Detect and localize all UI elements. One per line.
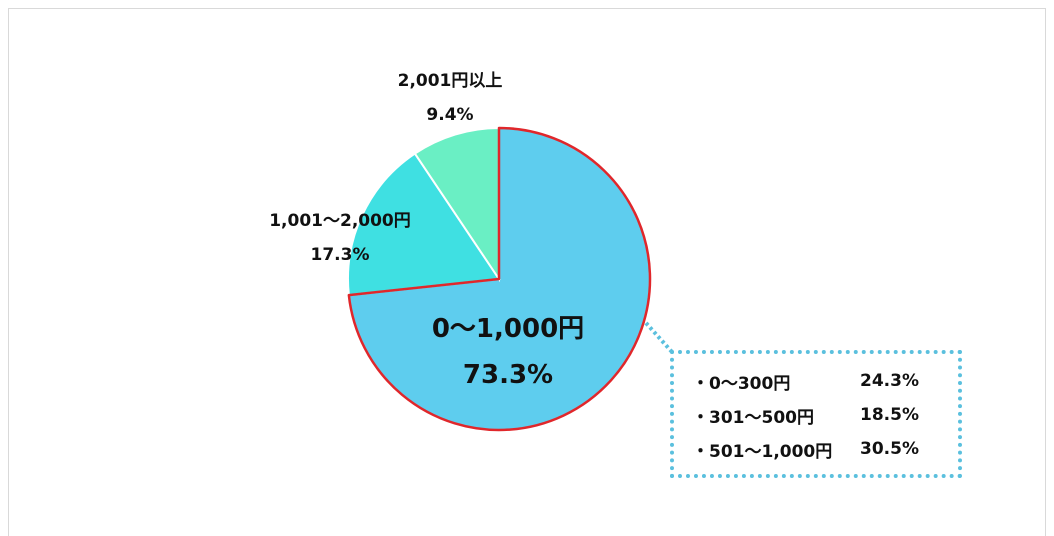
breakdown-callout: ・0〜300円 24.3% ・301〜500円 18.5% ・501〜1,000… — [670, 350, 962, 478]
slice-label-2001-plus: 2,001円以上 9.4% — [380, 64, 520, 132]
breakdown-row: ・301〜500円 18.5% — [692, 398, 958, 432]
slice-label-2001-plus-value: 9.4% — [426, 105, 474, 125]
breakdown-label: ・301〜500円 — [692, 407, 814, 428]
slice-label-1001-2000: 1,001〜2,000円 17.3% — [255, 204, 425, 272]
breakdown-value: 18.5% — [860, 405, 919, 425]
slice-1001-2000 — [347, 152, 501, 297]
breakdown-value: 24.3% — [860, 371, 919, 391]
slice-2001-plus — [413, 126, 500, 283]
slice-label-0-1000-name: 0〜1,000円 — [431, 314, 585, 344]
callout-connector — [644, 321, 674, 354]
breakdown-row: ・0〜300円 24.3% — [692, 364, 958, 398]
chart-frame — [8, 8, 1046, 536]
slice-label-0-1000-value: 73.3% — [462, 360, 554, 390]
slice-label-2001-plus-name: 2,001円以上 — [397, 71, 503, 91]
breakdown-row: ・501〜1,000円 30.5% — [692, 432, 958, 466]
slice-label-1001-2000-name: 1,001〜2,000円 — [269, 211, 411, 231]
highlight-outline — [347, 126, 652, 432]
slice-label-1001-2000-value: 17.3% — [310, 245, 370, 265]
slice-label-0-1000: 0〜1,000円 73.3% — [398, 306, 618, 398]
breakdown-value: 30.5% — [860, 439, 919, 459]
breakdown-label: ・0〜300円 — [692, 373, 791, 394]
breakdown-label: ・501〜1,000円 — [692, 441, 833, 462]
